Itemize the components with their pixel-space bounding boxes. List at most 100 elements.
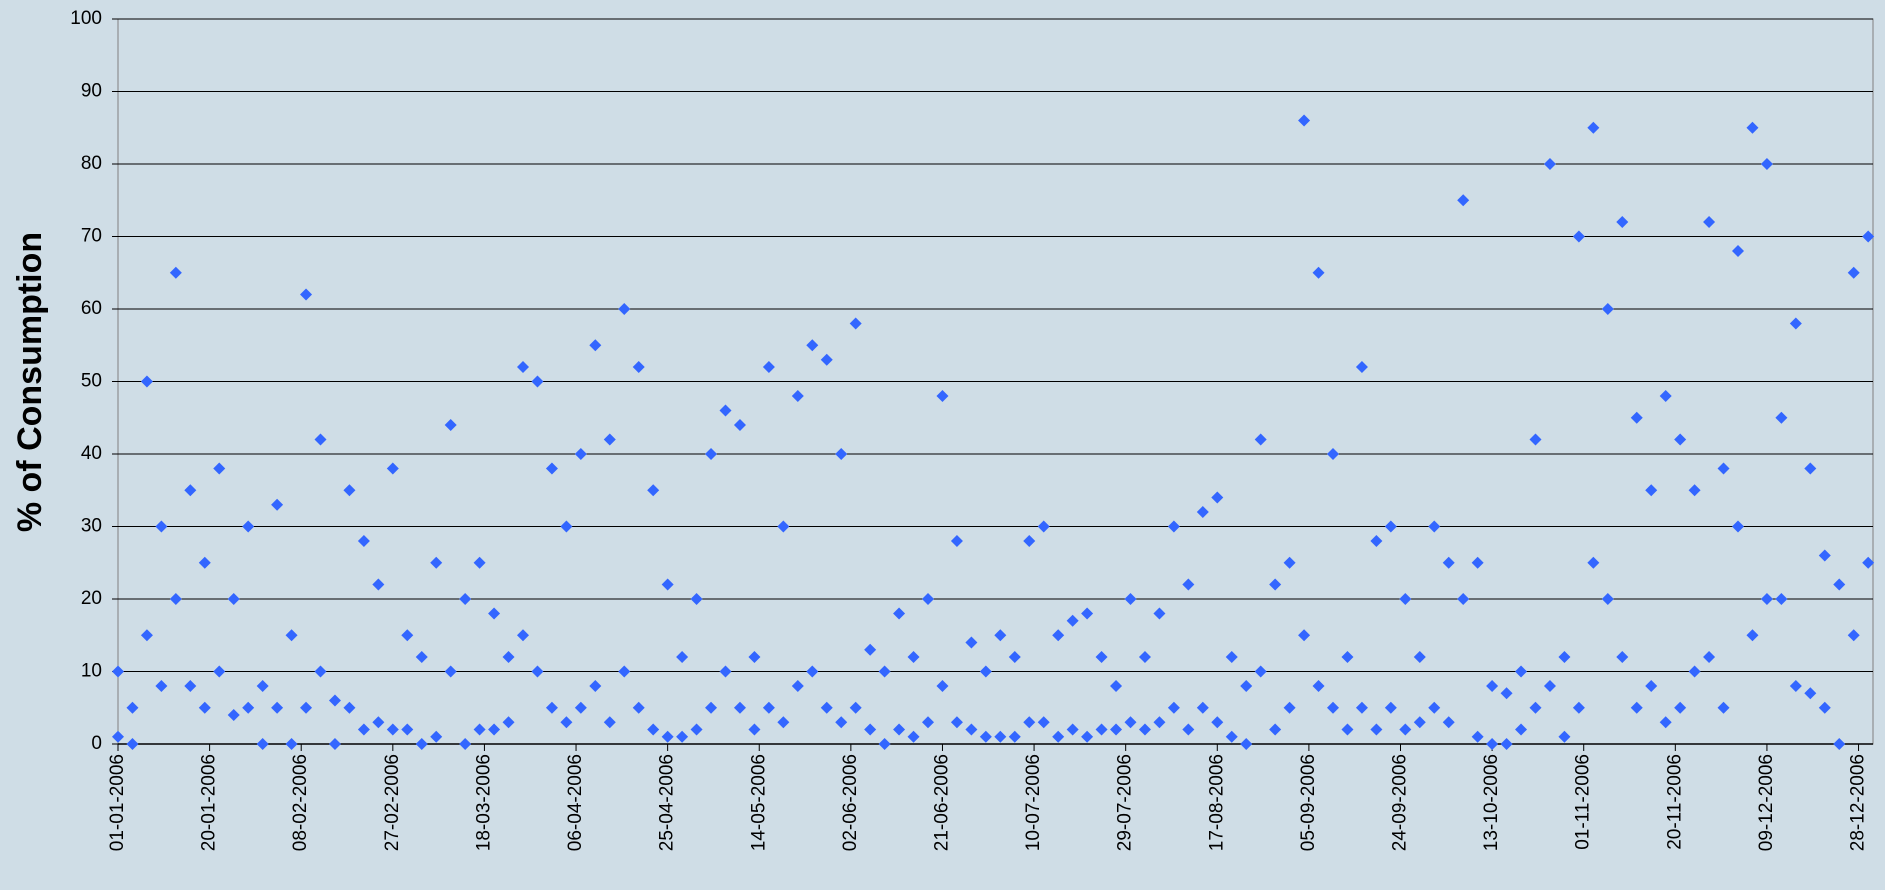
- point: [733, 419, 746, 431]
- point: [1529, 701, 1542, 714]
- point: [473, 723, 486, 736]
- point: [1775, 411, 1788, 424]
- point: [357, 723, 370, 736]
- point: [661, 578, 674, 591]
- point: [1746, 629, 1759, 642]
- point: [1659, 716, 1672, 729]
- point: [1110, 680, 1123, 692]
- point: [1587, 121, 1600, 134]
- point: [459, 738, 472, 750]
- point: [343, 484, 356, 497]
- point: [1327, 448, 1339, 460]
- point: [589, 339, 602, 352]
- point: [1862, 230, 1875, 243]
- point: [1572, 701, 1585, 714]
- point: [560, 716, 573, 729]
- point: [1442, 716, 1455, 729]
- point: [1138, 723, 1151, 736]
- point: [864, 723, 877, 736]
- point: [1616, 651, 1629, 663]
- point: [401, 629, 414, 642]
- point: [488, 723, 501, 736]
- point: [835, 448, 848, 460]
- point: [1630, 411, 1643, 424]
- x-tick-label: 20-11-2006: [1664, 754, 1685, 850]
- point: [748, 723, 761, 736]
- point: [227, 593, 240, 605]
- point: [227, 709, 240, 721]
- point: [574, 448, 587, 460]
- point: [285, 738, 298, 750]
- x-tick-label: 18-03-2006: [473, 754, 494, 851]
- y-tick-label: 60: [81, 298, 102, 319]
- point: [1543, 158, 1556, 170]
- point: [1688, 484, 1701, 497]
- point: [1789, 317, 1802, 330]
- point: [791, 680, 804, 692]
- point: [1413, 651, 1426, 663]
- point: [328, 738, 341, 750]
- point: [328, 694, 341, 707]
- point: [835, 716, 848, 729]
- point: [574, 701, 587, 714]
- point: [676, 651, 689, 663]
- point: [1081, 607, 1094, 620]
- point: [1674, 701, 1687, 714]
- point: [1717, 462, 1730, 475]
- point: [1515, 665, 1528, 678]
- point: [1355, 361, 1368, 373]
- point: [1138, 651, 1151, 663]
- point: [1601, 593, 1614, 605]
- point: [184, 680, 197, 692]
- x-tick-label: 17-08-2006: [1206, 754, 1227, 851]
- point: [242, 520, 255, 533]
- point: [1818, 549, 1831, 562]
- point: [1240, 680, 1253, 692]
- point: [517, 629, 529, 642]
- point: [690, 593, 703, 605]
- point: [1037, 716, 1050, 729]
- point: [1471, 730, 1484, 743]
- point: [1023, 716, 1036, 729]
- x-tick-label: 02-06-2006: [840, 754, 861, 851]
- point: [777, 716, 790, 729]
- point: [314, 433, 327, 446]
- x-tick-label: 27-02-2006: [382, 754, 403, 851]
- point: [1341, 651, 1354, 663]
- point: [1225, 730, 1238, 743]
- point: [488, 607, 501, 620]
- point: [1486, 738, 1499, 750]
- point: [676, 730, 689, 743]
- point: [1833, 738, 1846, 750]
- y-axis-title: % of Consumption: [11, 232, 49, 532]
- point: [820, 701, 833, 714]
- point: [271, 701, 284, 714]
- point: [1760, 593, 1773, 605]
- point: [936, 680, 949, 692]
- point: [140, 375, 153, 388]
- point: [1645, 484, 1658, 497]
- point: [531, 665, 544, 678]
- point: [140, 629, 153, 642]
- x-tick-label: 08-02-2006: [290, 754, 311, 851]
- point: [545, 701, 558, 714]
- point: [849, 701, 862, 714]
- point: [1211, 491, 1224, 504]
- point: [936, 390, 949, 402]
- point: [1732, 245, 1744, 257]
- point: [618, 665, 631, 678]
- point: [1225, 651, 1238, 663]
- point: [632, 701, 645, 714]
- point: [907, 730, 920, 743]
- x-tick-label: 09-12-2006: [1756, 754, 1777, 851]
- point: [444, 665, 457, 678]
- point: [748, 651, 761, 663]
- point: [1153, 716, 1166, 729]
- point: [1312, 680, 1325, 692]
- point: [1471, 556, 1484, 569]
- point: [1760, 158, 1773, 170]
- point: [1095, 651, 1108, 663]
- point: [502, 716, 515, 729]
- point: [300, 288, 313, 301]
